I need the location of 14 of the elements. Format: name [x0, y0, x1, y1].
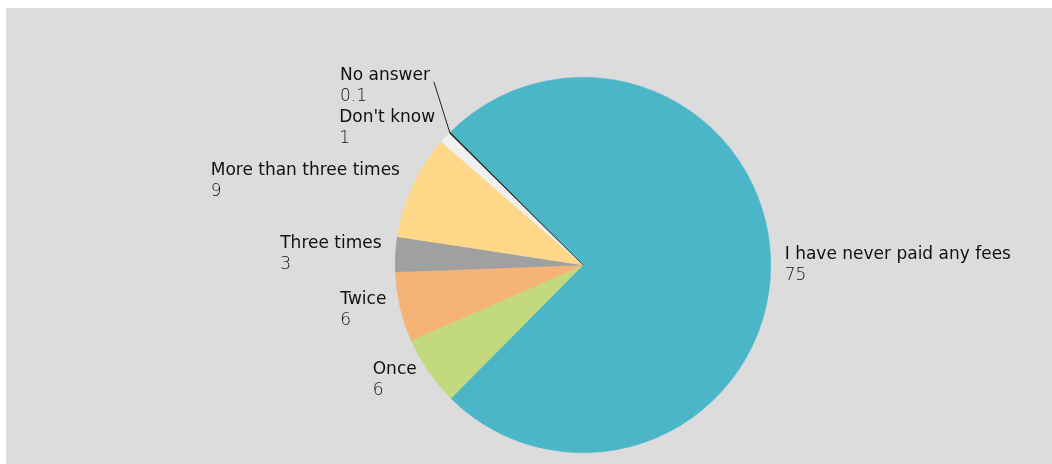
data-label: 3	[280, 252, 292, 273]
data-label: 9	[210, 179, 222, 200]
data-label: 75	[784, 263, 807, 284]
data-label: 0.1	[339, 85, 368, 106]
slice-label: Don't know	[339, 106, 436, 127]
slice-label: More than three times	[210, 158, 401, 179]
data-label: 1	[339, 127, 350, 148]
data-label: 6	[340, 309, 352, 330]
slice-label: Twice	[339, 288, 387, 309]
data-label: 6	[372, 378, 384, 399]
slice-label: Once	[372, 357, 417, 378]
slice-label: I have never paid any fees	[784, 242, 1012, 263]
slice-label: Three times	[279, 231, 382, 252]
slice-label: No answer	[339, 64, 430, 85]
